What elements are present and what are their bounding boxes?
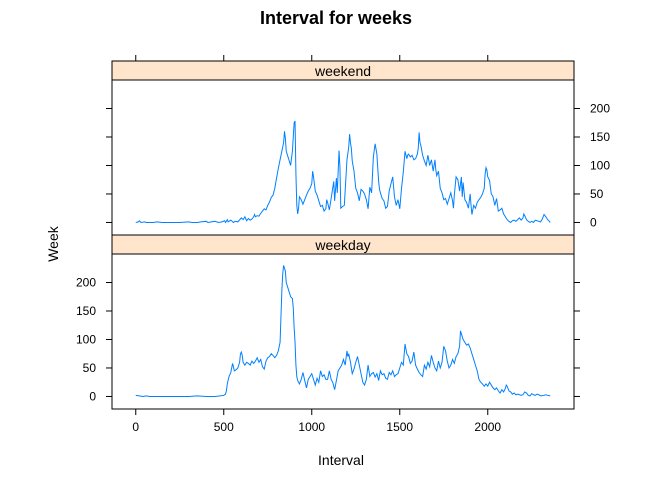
chart-title: Interval for weeks	[260, 8, 412, 28]
y-tick-label: 100	[76, 332, 96, 346]
x-tick-label: 1000	[298, 420, 325, 434]
panel-frame-weekday	[111, 253, 575, 410]
strip-label-weekday: weekday	[314, 237, 370, 253]
series-line-weekday	[135, 265, 551, 397]
panel-weekday: weekday 0 50 100 150 200	[76, 234, 580, 410]
y-tick-label: 150	[590, 130, 610, 144]
y-tick-label: 100	[590, 158, 610, 172]
strip-label-weekend: weekend	[314, 63, 371, 79]
y-tick-label: 50	[590, 187, 604, 201]
series-line-weekend	[135, 120, 551, 224]
x-axis-label: Interval	[318, 452, 364, 468]
y-tick-label: 0	[590, 215, 597, 229]
y-tick-label: 150	[76, 304, 96, 318]
y-axis-label: Week	[45, 225, 61, 262]
y-tick-label: 200	[590, 101, 610, 115]
x-tick-label: 500	[214, 420, 234, 434]
y-tick-label: 200	[76, 275, 96, 289]
y-tick-label: 50	[83, 361, 97, 375]
y-tick-label: 0	[89, 389, 96, 403]
x-tick-label: 1500	[386, 420, 413, 434]
x-tick-label: 2000	[474, 420, 501, 434]
panel-weekend: weekend 0 50 100 150 200	[106, 60, 610, 236]
x-tick-label: 0	[132, 420, 139, 434]
panel-frame-weekend	[111, 79, 575, 236]
